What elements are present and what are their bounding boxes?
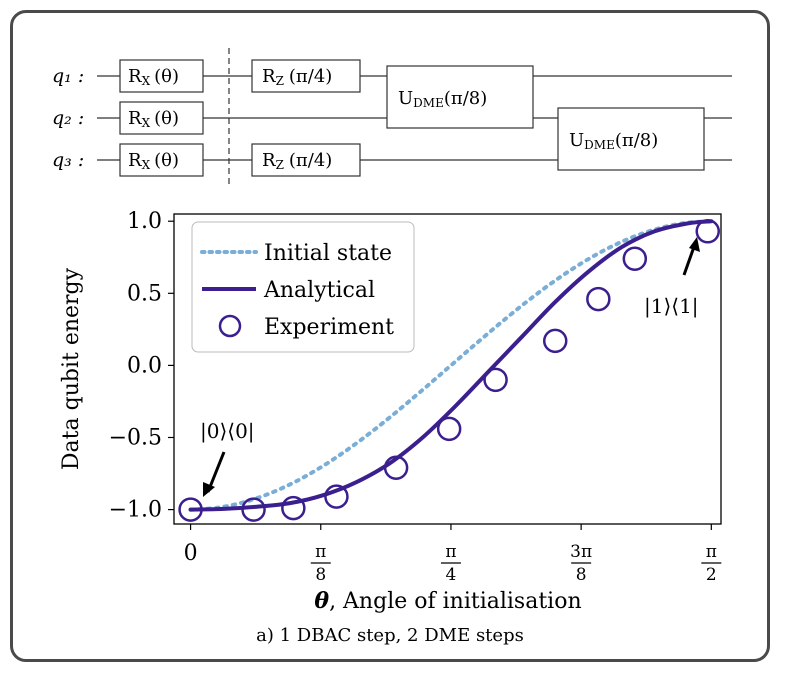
svg-text:UDME(π/8): UDME(π/8) (569, 130, 658, 152)
experiment-point-9 (622, 246, 648, 271)
svg-text:RX(θ): RX (θ) (128, 66, 179, 88)
quantum-circuit: q₁ : q₂ : q₃ : RX (θ) RX (θ) RX (θ) RZ (π/4)… (52, 48, 732, 186)
qubit-label-q1: q₁ : (52, 65, 84, 87)
y-tick-label-3: −0.5 (109, 425, 162, 450)
y-tick-label-4: −1.0 (109, 498, 162, 523)
y-tick-label-0: 1.0 (127, 209, 162, 234)
y-axis-label: Data qubit energy (59, 267, 84, 470)
x-tick-label-1: π8 (310, 542, 331, 585)
x-tick-label-0: 0 (184, 541, 198, 566)
legend: Initial state Analytical Experiment (191, 221, 415, 353)
initial-state-line (188, 219, 714, 512)
svg-text:2: 2 (706, 565, 717, 585)
x-tick-label-2: π4 (440, 542, 461, 585)
svg-text:UDME(π/8): UDME(π/8) (398, 88, 487, 110)
experiment-point-4 (383, 455, 409, 481)
experiment-point-1 (241, 497, 266, 522)
udme-gate-q1q2: UDME(π/8) (386, 65, 534, 129)
svg-text:4: 4 (446, 565, 457, 585)
svg-text:RX(θ): RX (θ) (128, 108, 179, 130)
svg-text:3π: 3π (570, 542, 592, 562)
svg-text:π: π (445, 542, 456, 562)
experiment-point-2 (281, 495, 306, 521)
annotation-arrowhead-ket1 (689, 237, 700, 252)
udme-gate-q2q3: UDME(π/8) (557, 107, 705, 171)
qubit-label-q2: q₂ : (52, 107, 84, 129)
experiment-point-6 (483, 367, 508, 393)
svg-text:RX(θ): RX (θ) (128, 150, 179, 172)
rz-gate-q3: RZ (π/4) (251, 143, 361, 177)
x-axis-label: θ, Angle of initialisation (314, 588, 581, 614)
legend-box (191, 221, 415, 353)
legend-label-analytical: Analytical (263, 278, 375, 303)
svg-text:RZ(π/4): RZ (π/4) (262, 66, 332, 88)
rx-gate-q1: RX (θ) (119, 59, 204, 93)
experiment-point-10 (695, 219, 720, 244)
legend-swatch-experiment (218, 314, 242, 338)
figure-caption: a) 1 DBAC step, 2 DME steps (256, 625, 524, 646)
annotation-ket1: |1⟩⟨1| (644, 294, 699, 319)
analytical-line (188, 219, 714, 512)
x-tick-label-4: π2 (701, 542, 722, 585)
experiment-point-0 (178, 497, 203, 522)
qubit-label-q3: q₃ : (52, 149, 84, 171)
svg-text:RZ(π/4): RZ (π/4) (262, 150, 332, 172)
svg-text:8: 8 (576, 565, 587, 585)
x-tick-label-3: 3π8 (570, 542, 592, 585)
legend-label-experiment: Experiment (264, 315, 394, 340)
legend-label-initial: Initial state (264, 241, 392, 266)
svg-text:8: 8 (315, 565, 326, 585)
annotation-arrowhead-ket0 (203, 482, 215, 497)
experiment-point-8 (586, 286, 611, 312)
experiment-point-7 (542, 328, 568, 354)
rx-gate-q2: RX (θ) (119, 101, 204, 135)
y-tick-label-1: 0.5 (127, 281, 162, 306)
rz-gate-q1: RZ (π/4) (251, 59, 361, 93)
annotation-ket0: |0⟩⟨0| (200, 419, 255, 444)
series-layer (178, 219, 720, 522)
experiment-point-3 (324, 484, 349, 509)
svg-text:π: π (706, 542, 717, 562)
y-tick-label-2: 0.0 (127, 353, 162, 378)
svg-text:π: π (315, 542, 326, 562)
rx-gate-q3: RX (θ) (119, 143, 204, 177)
experiment-point-5 (436, 416, 462, 442)
